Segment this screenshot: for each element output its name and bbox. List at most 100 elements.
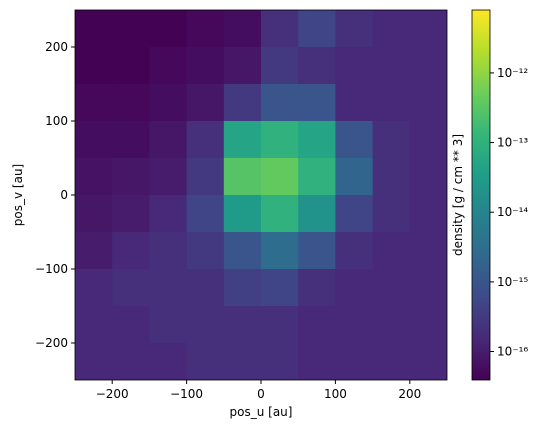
heatmap-cell xyxy=(75,195,113,233)
heatmap-cell xyxy=(335,232,374,270)
heatmap-cell xyxy=(112,269,150,307)
heatmap-cell xyxy=(261,158,299,196)
heatmap-cell xyxy=(261,47,299,85)
heatmap-cell xyxy=(75,232,113,270)
heatmap-cell xyxy=(186,306,225,344)
y-tick-label: 100 xyxy=(45,114,68,128)
heatmap-cell xyxy=(372,306,411,344)
heatmap-cell xyxy=(372,158,411,196)
heatmap-cell xyxy=(186,121,225,159)
colorbar-tick-label: 10⁻¹³ xyxy=(497,136,528,150)
heatmap-cell xyxy=(186,269,225,307)
heatmap-cell xyxy=(223,84,262,122)
heatmap-cell xyxy=(75,84,113,122)
heatmap-cell xyxy=(409,158,447,196)
heatmap-cell xyxy=(409,195,447,233)
heatmap-cell xyxy=(75,158,113,196)
heatmap-cell xyxy=(112,84,150,122)
heatmap-cell xyxy=(298,84,336,122)
heatmap-cell xyxy=(112,121,150,159)
heatmap-cell xyxy=(223,195,262,233)
heatmap-cell xyxy=(261,306,299,344)
heatmap-cell xyxy=(335,195,374,233)
heatmap-cell xyxy=(186,158,225,196)
heatmap-cell xyxy=(409,269,447,307)
heatmap-cell xyxy=(298,306,336,344)
heatmap-cell xyxy=(372,84,411,122)
heatmap-cell xyxy=(409,343,447,380)
colorbar-tick-label: 10⁻¹⁶ xyxy=(497,345,528,359)
heatmap-cell xyxy=(298,121,336,159)
heatmap-cell xyxy=(261,10,299,48)
colorbar-label: density [g / cm ** 3] xyxy=(451,134,465,256)
colorbar-tick-label: 10⁻¹⁴ xyxy=(497,205,528,219)
x-tick-label: 0 xyxy=(257,387,265,401)
colorbar-tick-label: 10⁻¹⁵ xyxy=(497,275,528,289)
heatmap-cell xyxy=(409,306,447,344)
heatmap-cell xyxy=(223,232,262,270)
heatmap-cell xyxy=(149,84,188,122)
heatmap-cell xyxy=(335,306,374,344)
heatmap-cell xyxy=(335,47,374,85)
heatmap-cell xyxy=(149,121,188,159)
heatmap-cell xyxy=(112,343,150,380)
heatmap-cell xyxy=(223,269,262,307)
heatmap-cell xyxy=(186,47,225,85)
heatmap-cell xyxy=(372,343,411,380)
heatmap-cell xyxy=(112,47,150,85)
heatmap-cell xyxy=(223,158,262,196)
x-tick-label: −100 xyxy=(170,387,203,401)
colorbar xyxy=(471,9,491,381)
heatmap-cell xyxy=(298,10,336,48)
heatmap-cell xyxy=(186,232,225,270)
heatmap-cell xyxy=(223,47,262,85)
heatmap-cell xyxy=(149,10,188,48)
heatmap-cell xyxy=(372,269,411,307)
y-tick-label: −100 xyxy=(35,262,68,276)
heatmap-cell xyxy=(335,343,374,380)
heatmap-cell xyxy=(223,343,262,380)
heatmap-cell xyxy=(186,84,225,122)
heatmap-cell xyxy=(372,195,411,233)
heatmap-cell xyxy=(372,47,411,85)
y-axis-label: pos_v [au] xyxy=(11,164,25,226)
heatmap-cell xyxy=(409,47,447,85)
heatmap-cell xyxy=(261,269,299,307)
x-tick-label: 100 xyxy=(324,387,347,401)
heatmap-cell xyxy=(149,269,188,307)
heatmap-cell xyxy=(409,232,447,270)
heatmap-cell xyxy=(335,84,374,122)
heatmap-cell xyxy=(298,47,336,85)
heatmap-cell xyxy=(149,195,188,233)
heatmap-cell xyxy=(149,343,188,380)
heatmap-cell xyxy=(298,195,336,233)
heatmap-cell xyxy=(372,10,411,48)
heatmap-cell xyxy=(261,343,299,380)
heatmap-cell xyxy=(261,84,299,122)
heatmap-cell xyxy=(335,121,374,159)
heatmap-cell xyxy=(223,306,262,344)
heatmap-cell xyxy=(112,195,150,233)
heatmap-cell xyxy=(372,121,411,159)
heatmap-cell xyxy=(223,10,262,48)
heatmap-cell xyxy=(409,10,447,48)
y-tick-label: −200 xyxy=(35,336,68,350)
heatmap-cell xyxy=(149,158,188,196)
heatmap-cell xyxy=(149,306,188,344)
heatmap-cell xyxy=(112,158,150,196)
x-tick-label: −200 xyxy=(96,387,129,401)
heatmap-cell xyxy=(75,343,113,380)
heatmap-cell xyxy=(261,195,299,233)
heatmap-cell xyxy=(298,343,336,380)
heatmap-cell xyxy=(149,47,188,85)
heatmap-cell xyxy=(186,10,225,48)
heatmap-cell xyxy=(298,232,336,270)
heatmap-cell xyxy=(186,195,225,233)
heatmap-cell xyxy=(75,10,113,48)
heatmap-cell xyxy=(261,121,299,159)
heatmap-cell xyxy=(186,343,225,380)
heatmap-cell xyxy=(261,232,299,270)
heatmap-cell xyxy=(409,121,447,159)
heatmap-cell xyxy=(75,269,113,307)
